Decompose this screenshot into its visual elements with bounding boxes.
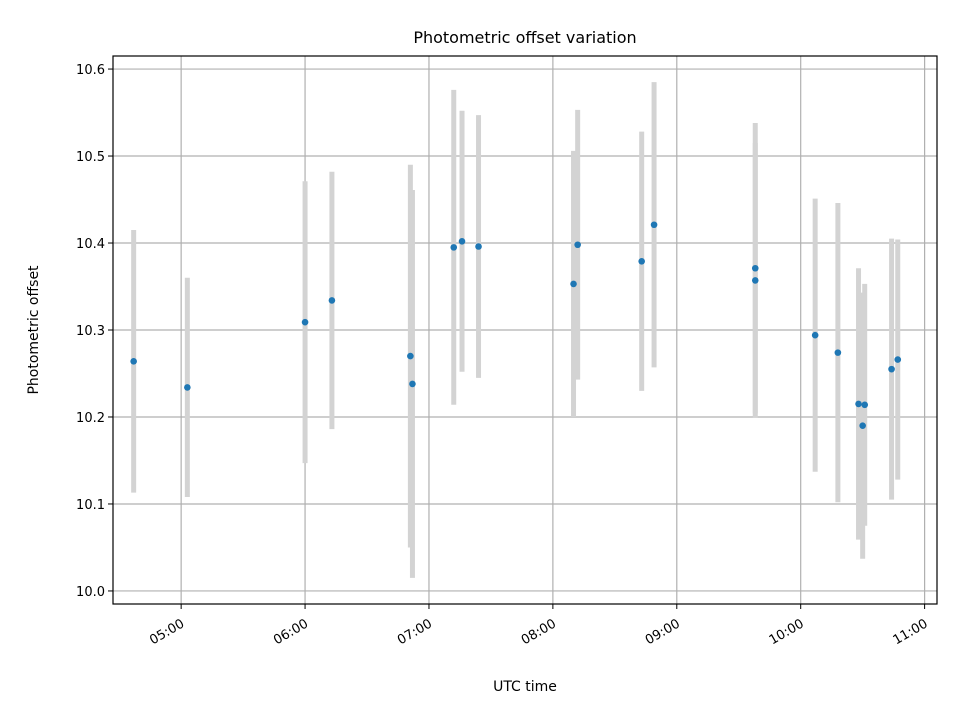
- y-tick-label: 10.3: [76, 324, 105, 339]
- data-point: [834, 349, 842, 356]
- y-tick-label: 10.0: [76, 585, 105, 600]
- data-point: [458, 237, 466, 245]
- data-point: [751, 264, 759, 272]
- data-point: [450, 244, 458, 251]
- data-point: [475, 243, 482, 250]
- y-tick-label: 10.1: [76, 498, 105, 513]
- data-point: [638, 257, 645, 265]
- data-point: [894, 356, 902, 363]
- y-tick-label: 10.5: [76, 150, 105, 165]
- data-point: [861, 401, 869, 409]
- x-axis-label: UTC time: [493, 679, 557, 695]
- y-axis-label: Photometric offset: [26, 265, 42, 395]
- point-layer: [130, 221, 902, 429]
- data-point: [855, 400, 862, 408]
- data-point: [328, 297, 336, 304]
- data-point: [184, 384, 191, 391]
- data-point: [859, 422, 866, 429]
- data-point: [811, 331, 819, 339]
- x-tick-label: 05:00: [147, 616, 187, 648]
- tick-layer: 10.0 10.1 10.2 10.3 10.4 10.5 10.6 05:00 06:00 07…: [76, 63, 931, 648]
- data-point: [409, 380, 416, 388]
- data-point: [574, 241, 581, 249]
- y-tick-label: 10.6: [76, 63, 105, 78]
- x-tick-label: 10:00: [767, 616, 807, 648]
- data-point: [407, 352, 414, 360]
- data-point: [888, 365, 895, 373]
- grid-layer: [113, 56, 937, 604]
- data-point: [130, 358, 137, 365]
- x-tick-label: 06:00: [271, 616, 311, 648]
- x-tick-label: 11:00: [891, 616, 931, 648]
- data-point: [751, 277, 759, 284]
- y-tick-label: 10.2: [76, 411, 105, 426]
- x-tick-label: 08:00: [519, 616, 559, 648]
- x-tick-label: 09:00: [643, 616, 683, 648]
- chart-title: Photometric offset variation: [413, 28, 636, 47]
- data-point: [570, 280, 577, 288]
- y-tick-label: 10.4: [76, 237, 105, 252]
- data-point: [650, 221, 658, 229]
- data-point: [301, 318, 309, 326]
- x-tick-label: 07:00: [395, 616, 435, 648]
